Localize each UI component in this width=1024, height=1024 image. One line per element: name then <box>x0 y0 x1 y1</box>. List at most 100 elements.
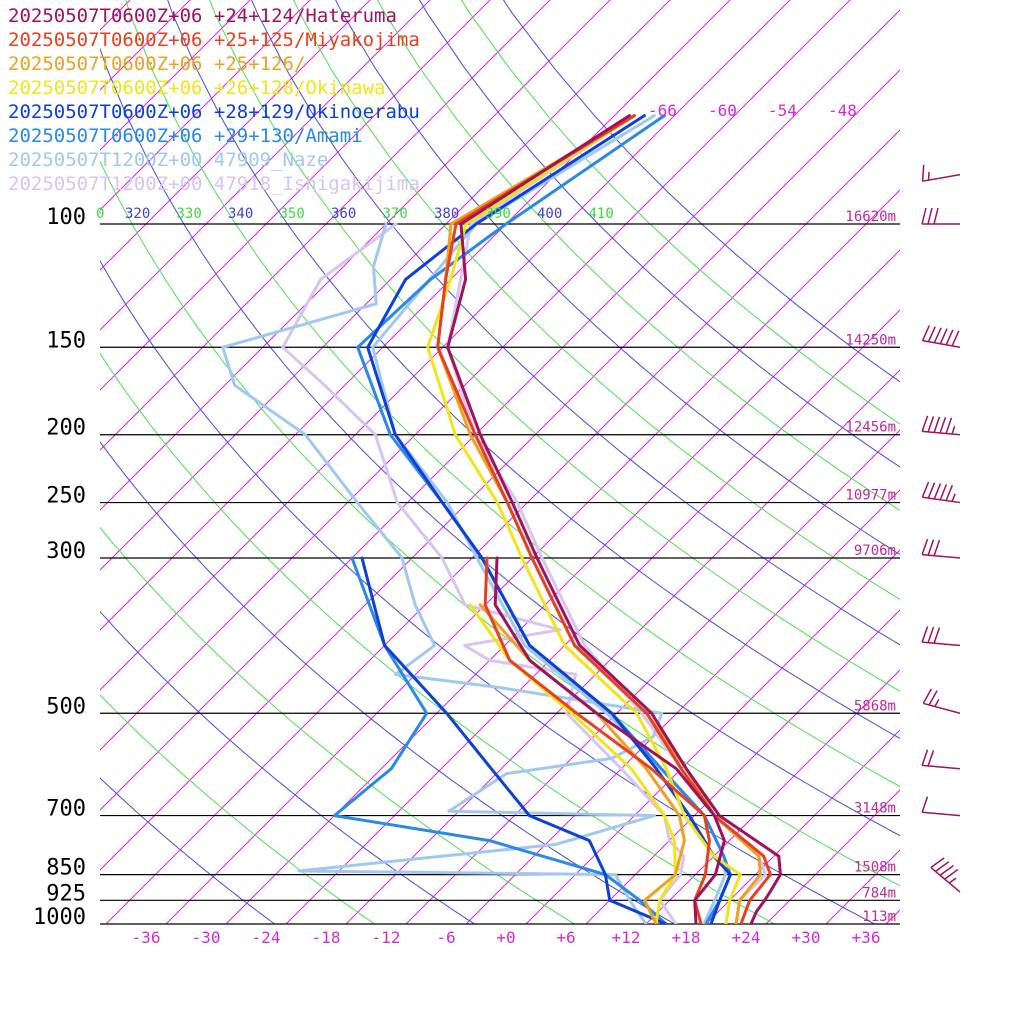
pressure-label: 250 <box>46 484 86 509</box>
wind-barb-staff <box>922 764 961 770</box>
wind-barb <box>930 857 961 893</box>
wind-barb-flag <box>922 688 932 704</box>
wind-barb-flag <box>930 857 945 869</box>
dewpoint-line <box>281 222 686 924</box>
theta-label: 400 <box>537 206 562 222</box>
isotherm-line <box>100 0 371 271</box>
height-label: 9706m <box>854 543 896 559</box>
wind-barb <box>921 481 961 504</box>
upper-temp-label: -60 <box>708 101 737 120</box>
dry-adiabat-line <box>335 0 900 556</box>
dry-adiabat-line <box>100 259 876 924</box>
x-tick-label: +6 <box>556 928 575 947</box>
wind-barb-flag <box>951 330 960 347</box>
dry-adiabat-line <box>100 526 576 924</box>
x-tick-label: -36 <box>132 928 161 947</box>
wind-barb-staff <box>923 702 961 715</box>
temperature-line <box>371 114 727 924</box>
theta-label: 0 <box>96 206 104 222</box>
isotherm-line <box>100 0 491 391</box>
height-label: 10977m <box>845 488 896 504</box>
dry-adiabat-line <box>209 0 900 692</box>
isotherm-line <box>465 489 900 924</box>
isotherm-line <box>645 669 900 924</box>
wind-barb-staff <box>922 811 961 817</box>
wind-barb-flag <box>927 207 933 225</box>
x-tick-label: -30 <box>192 928 221 947</box>
x-tick-label: -12 <box>372 928 401 947</box>
height-label: 113m <box>862 909 896 925</box>
pressure-label: 200 <box>46 416 86 441</box>
legend-item: 20250507T0600Z+06 +25+126/ <box>8 53 306 75</box>
theta-label: 370 <box>383 206 408 222</box>
wind-barb-flag <box>927 482 936 499</box>
wind-barb-half-flag <box>951 493 956 502</box>
isobars <box>100 223 900 925</box>
wind-barb-flag <box>939 864 954 876</box>
wind-barb-flag <box>927 539 935 556</box>
isotherm-line <box>0 0 5 924</box>
wind-barb-flag <box>927 416 935 433</box>
x-tick-label: -24 <box>252 928 281 947</box>
wind-barb-flag <box>933 539 941 556</box>
height-label: 784m <box>862 885 896 901</box>
wind-barb-flag <box>939 417 947 434</box>
wind-barb-flag <box>935 861 950 873</box>
wind-barb-flag <box>921 207 927 225</box>
dry-adiabat-line <box>418 0 900 468</box>
wind-barb-flag <box>927 750 935 767</box>
wind-barb-flag <box>933 483 942 500</box>
axis-labels: 100 16620m 150 14250m 200 12456m 250 10977m 300 9… <box>33 101 896 947</box>
height-label: 16620m <box>845 209 896 225</box>
theta-label: 340 <box>228 206 253 222</box>
isotherm-line <box>946 0 1024 924</box>
isotherm-line <box>585 609 900 924</box>
temperature-line <box>436 114 772 924</box>
pressure-label: 1000 <box>33 905 86 930</box>
wind-barb-flag <box>933 416 941 433</box>
wind-barb-flag <box>921 749 929 766</box>
wind-barb <box>921 796 961 817</box>
wind-barb-flag <box>945 485 954 501</box>
pressure-label: 925 <box>46 881 86 906</box>
wind-barb <box>921 325 961 349</box>
dewpoint-line <box>332 556 668 924</box>
dewpoint-line <box>493 556 726 924</box>
sounding-series <box>221 114 782 924</box>
pressure-label: 150 <box>46 328 86 353</box>
legend-item: 20250507T0600Z+06 +26+128/Okinawa <box>8 77 386 99</box>
wind-barb-flag <box>944 868 959 880</box>
wind-barb <box>921 749 961 770</box>
wind-barb-flag <box>933 327 942 344</box>
x-tick-label: +18 <box>672 928 701 947</box>
isotherm-line <box>100 0 431 331</box>
pressure-label: 300 <box>46 539 86 564</box>
theta-label: 360 <box>331 206 356 222</box>
x-tick-label: -6 <box>436 928 455 947</box>
wind-barb <box>922 688 961 715</box>
dry-adiabat-line <box>293 0 900 600</box>
isotherm-line <box>100 0 251 151</box>
dry-adiabat-line <box>251 0 900 646</box>
dewpoint-line <box>221 222 664 924</box>
height-label: 5868m <box>854 698 896 714</box>
x-tick-label: +30 <box>792 928 821 947</box>
legend: 20250507T0600Z+06 +24+124/Hateruma 202505… <box>8 4 420 196</box>
theta-label: 380 <box>434 206 459 222</box>
wind-barb-flag <box>927 626 935 643</box>
dry-adiabat-line <box>502 0 900 383</box>
wind-barb-flag <box>921 538 929 555</box>
dry-adiabat-line <box>100 47 900 837</box>
wind-barb-staff <box>922 641 961 647</box>
wind-barb-flag <box>927 326 936 343</box>
upper-temp-label: -66 <box>648 101 677 120</box>
theta-label: 410 <box>589 206 614 222</box>
legend-item: 20250507T1200Z+00 47918_Ishigakijima <box>8 173 420 195</box>
wind-barb-flag <box>921 164 925 182</box>
isotherm-line <box>885 909 900 924</box>
x-tick-label: -18 <box>312 928 341 947</box>
theta-label: 330 <box>177 206 202 222</box>
wind-barb-flag <box>933 207 939 225</box>
wind-barb-flag <box>921 415 929 432</box>
wind-barb-half-flag <box>934 698 940 707</box>
